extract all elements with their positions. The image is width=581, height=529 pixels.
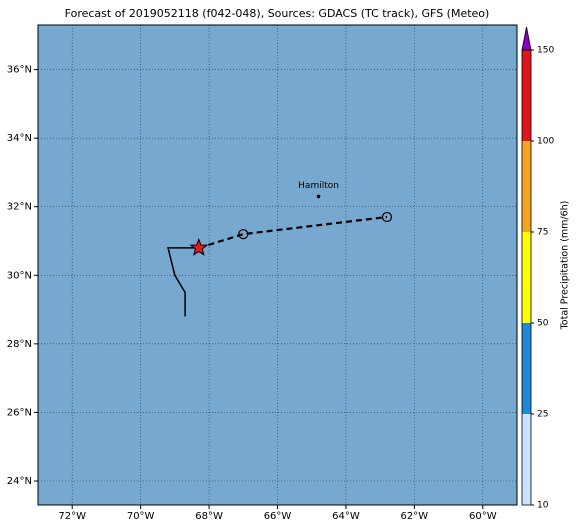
city-label: Hamilton: [298, 181, 339, 191]
y-tick-label: 28°N: [7, 339, 32, 350]
colorbar-tick-label: 25: [537, 410, 548, 420]
y-tick-label: 24°N: [7, 476, 32, 487]
x-tick-label: 62°W: [401, 511, 429, 522]
colorbar-segment: [522, 232, 531, 323]
x-tick-label: 64°W: [332, 511, 360, 522]
colorbar-segment: [522, 141, 531, 232]
x-tick-label: 70°W: [127, 511, 155, 522]
y-tick-label: 36°N: [7, 65, 32, 76]
track-line: [167, 247, 199, 317]
current-position: [189, 237, 209, 256]
colorbar-frame: [521, 49, 532, 506]
map-frame: [37, 24, 518, 506]
city-marker: [316, 194, 321, 199]
colorbar-tick-label: 100: [537, 137, 554, 147]
x-tick-label: 72°W: [58, 511, 86, 522]
colorbar-tick-label: 150: [537, 46, 554, 56]
x-tick-label: 66°W: [264, 511, 292, 522]
colorbar-label: Total Precipitation (mm/6h): [560, 201, 571, 331]
colorbar-segment: [522, 50, 531, 141]
colorbar-segment: [522, 414, 531, 505]
colorbar-tick-label: 75: [537, 228, 548, 238]
y-tick-label: 26°N: [7, 407, 32, 418]
chart-title: Forecast of 2019052118 (f042-048), Sourc…: [65, 7, 490, 20]
colorbar-tick-label: 50: [537, 319, 549, 329]
y-tick-label: 34°N: [7, 133, 32, 144]
x-tick-label: 60°W: [469, 511, 497, 522]
forecast-point: [238, 229, 249, 240]
y-tick-label: 32°N: [7, 202, 32, 213]
x-tick-label: 68°W: [195, 511, 223, 522]
colorbar-tick-label: 10: [537, 501, 549, 511]
forecast-point: [381, 211, 393, 223]
y-tick-label: 30°N: [7, 270, 32, 281]
forecast-track: [198, 215, 388, 249]
colorbar-segment: [522, 323, 531, 414]
colorbar-extension: [521, 26, 532, 51]
